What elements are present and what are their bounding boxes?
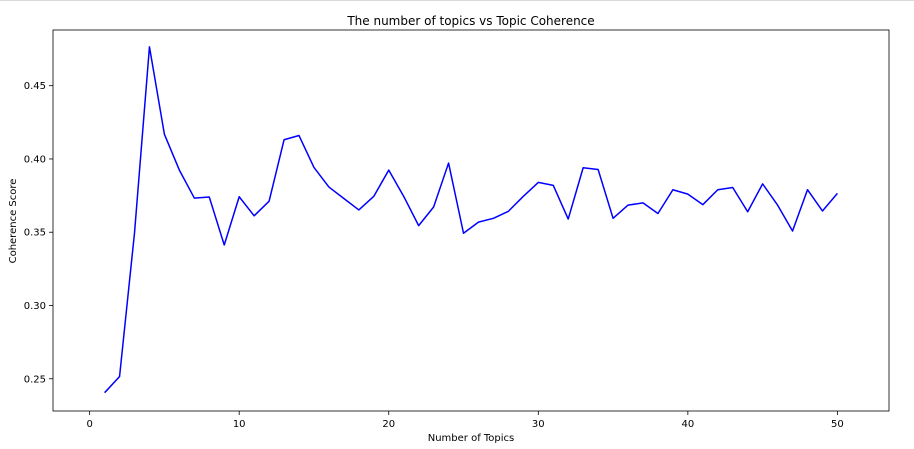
x-tick-label: 30 xyxy=(532,419,545,430)
coherence-line xyxy=(104,46,838,394)
y-axis-label: Coherence Score xyxy=(8,179,19,264)
y-axis: 0.25 0.30 0.35 0.40 0.45 xyxy=(24,81,53,385)
x-tick-label: 40 xyxy=(681,419,694,430)
x-tick-label: 10 xyxy=(233,419,246,430)
chart-title: The number of topics vs Topic Coherence xyxy=(346,14,594,28)
plot-area xyxy=(52,29,890,412)
y-tick-label: 0.45 xyxy=(24,81,46,92)
y-tick-label: 0.40 xyxy=(24,154,46,165)
x-axis: 0 10 20 30 40 50 xyxy=(86,411,844,430)
y-tick-label: 0.30 xyxy=(24,301,46,312)
x-tick-label: 0 xyxy=(86,419,92,430)
top-divider xyxy=(0,0,914,1)
x-axis-label: Number of Topics xyxy=(428,433,515,444)
y-tick-label: 0.25 xyxy=(24,374,46,385)
x-tick-label: 50 xyxy=(831,419,844,430)
y-tick-label: 0.35 xyxy=(24,228,46,239)
x-tick-label: 20 xyxy=(382,419,395,430)
